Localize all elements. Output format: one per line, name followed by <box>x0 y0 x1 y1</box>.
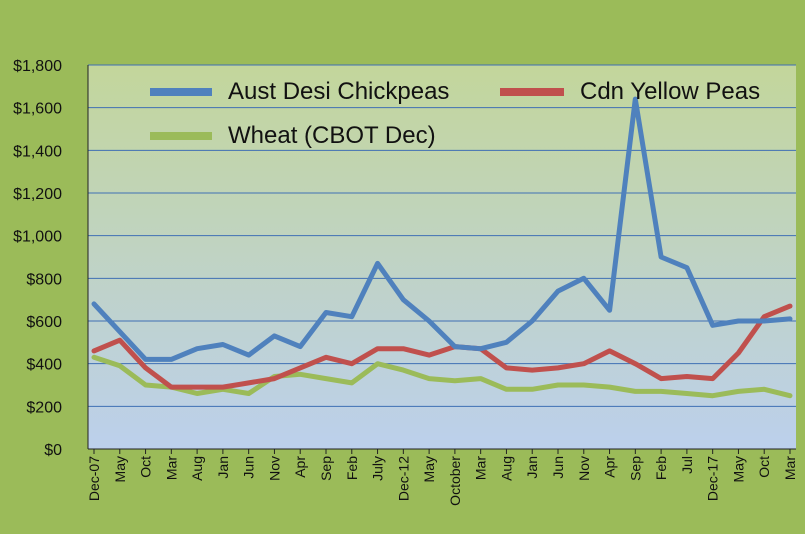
x-tick-label: Oct <box>756 456 772 478</box>
x-tick-label: Sep <box>627 456 643 481</box>
series-line <box>91 354 793 399</box>
x-tick-label: Jan <box>524 456 540 479</box>
x-tick-label: Mar <box>163 456 179 480</box>
y-tick-label: $1,800 <box>13 58 62 75</box>
y-tick-label: $1,200 <box>13 186 62 203</box>
x-tick-label: July <box>370 456 386 481</box>
y-tick-label: $200 <box>26 399 62 416</box>
legend: Aust Desi Chickpeas Cdn Yellow Peas Wheat … <box>150 78 760 149</box>
y-tick-label: $600 <box>26 314 62 331</box>
x-tick-label: Mar <box>782 456 798 480</box>
x-tick-label: Sep <box>318 456 334 481</box>
x-tick-label: Dec-12 <box>395 456 411 501</box>
y-tick-label: $0 <box>44 442 62 459</box>
x-tick-label: Apr <box>292 456 308 478</box>
x-tick-label: Feb <box>344 456 360 480</box>
x-tick-label: Apr <box>602 456 618 478</box>
x-tick-label: Dec-07 <box>86 456 102 501</box>
series-line <box>91 303 793 390</box>
series-lines <box>91 96 793 399</box>
x-tick-label: Jul <box>679 456 695 474</box>
series-line <box>91 96 793 362</box>
x-tick-label: Jan <box>215 456 231 479</box>
x-tick-label: May <box>730 456 746 482</box>
y-tick-label: $1,000 <box>13 229 62 246</box>
x-tick-label: Mar <box>473 456 489 480</box>
x-tick-label: Jun <box>241 456 257 479</box>
x-axis-ticks: Dec-07 May Oct Mar Aug Jan Jun Nov Apr Sep Feb July… <box>86 449 798 506</box>
x-tick-label: Nov <box>266 456 282 481</box>
y-tick-label: $1,400 <box>13 143 62 160</box>
y-tick-label: $1,600 <box>13 101 62 118</box>
x-tick-label: Jun <box>550 456 566 479</box>
y-axis-ticks: $0 $200 $400 $600 $800 $1,000 $1,200 $1,400 $1,6… <box>13 58 62 459</box>
y-tick-label: $800 <box>26 271 62 288</box>
legend-label: Wheat (CBOT Dec) <box>228 122 436 149</box>
x-tick-label: Dec-17 <box>705 456 721 501</box>
x-tick-label: Nov <box>576 456 592 481</box>
legend-label: Aust Desi Chickpeas <box>228 78 449 105</box>
y-tick-label: $400 <box>26 357 62 374</box>
gridlines <box>87 64 796 450</box>
x-tick-label: May <box>421 456 437 482</box>
x-tick-label: Aug <box>498 456 514 481</box>
x-tick-label: Aug <box>189 456 205 481</box>
x-tick-label: Oct <box>138 456 154 478</box>
x-tick-label: October <box>447 456 463 506</box>
x-tick-label: May <box>112 456 128 482</box>
x-tick-label: Feb <box>653 456 669 480</box>
legend-label: Cdn Yellow Peas <box>580 78 760 105</box>
